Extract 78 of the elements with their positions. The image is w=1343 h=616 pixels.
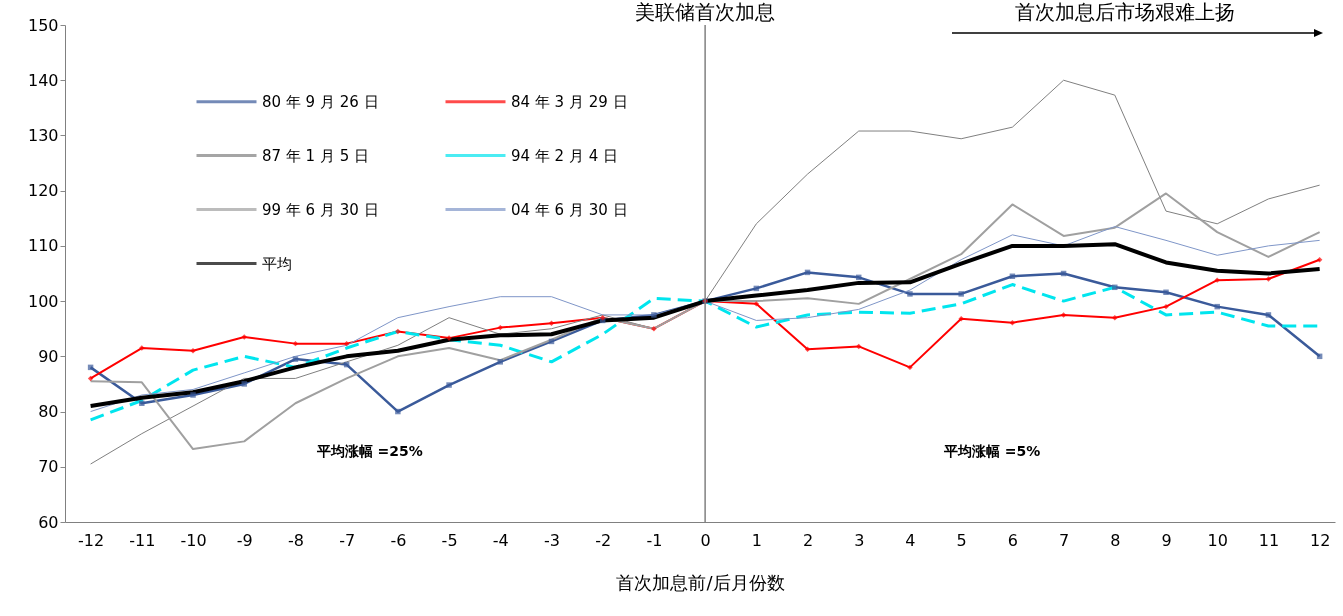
point <box>1163 303 1169 310</box>
point <box>1214 303 1220 310</box>
y-tick-label: 70 <box>38 457 59 477</box>
x-tick-label: -4 <box>492 530 509 550</box>
point <box>343 340 350 347</box>
x-tick-label: 7 <box>1058 530 1070 550</box>
point <box>1265 276 1272 282</box>
point <box>907 364 913 371</box>
point <box>753 301 760 307</box>
point <box>446 382 452 388</box>
point <box>958 316 964 322</box>
point <box>856 343 862 350</box>
legend-label: 平均 <box>262 254 292 273</box>
point <box>907 291 913 297</box>
y-tick-label: 80 <box>38 402 59 422</box>
x-tick-label: -9 <box>236 530 253 550</box>
x-tick-label: 1 <box>751 530 762 550</box>
y-tick-label: 110 <box>27 236 59 256</box>
legend-label: 99 年 6 月 30 日 <box>262 200 379 219</box>
point <box>241 381 247 387</box>
point <box>1163 289 1169 296</box>
x-tick-label: 9 <box>1161 530 1172 550</box>
x-tick-label: -7 <box>339 530 356 550</box>
legend-label: 87 年 1 月 5 日 <box>262 146 370 165</box>
point <box>395 408 401 415</box>
legend-label: 04 年 6 月 30 日 <box>511 200 628 219</box>
x-tick-label: -2 <box>595 530 612 550</box>
x-tick-label: -6 <box>390 530 407 550</box>
x-tick-label: 2 <box>802 530 814 550</box>
y-tick-label: 90 <box>38 346 59 366</box>
legend-label: 80 年 9 月 26 日 <box>262 92 379 111</box>
point <box>1060 312 1067 318</box>
point <box>395 328 401 335</box>
y-tick-label: 150 <box>27 15 59 35</box>
x-tick-label: -12 <box>78 530 105 550</box>
point <box>1265 312 1272 318</box>
x-tick-label: 4 <box>905 530 916 550</box>
point <box>958 291 964 297</box>
point <box>497 359 504 365</box>
x-tick-label: 11 <box>1258 530 1280 550</box>
x-tick-label: -3 <box>544 530 560 550</box>
ref-line-label: 美联储首次加息 <box>635 0 776 24</box>
y-tick-label: 120 <box>27 181 59 201</box>
point <box>804 346 811 352</box>
point <box>139 400 145 407</box>
x-tick-label: 5 <box>956 530 967 550</box>
point <box>292 356 299 362</box>
annotation: 平均涨幅 =25% <box>315 443 423 459</box>
x-tick-label: -11 <box>129 530 156 550</box>
legend-label: 94 年 2 月 4 日 <box>511 146 619 165</box>
x-tick-label: 3 <box>854 530 865 550</box>
point <box>1112 314 1118 321</box>
point <box>190 392 196 398</box>
x-tick-label: 0 <box>700 530 711 550</box>
point <box>651 312 657 318</box>
annotation: 平均涨幅 =5% <box>942 443 1041 459</box>
x-tick-label: -5 <box>441 530 458 550</box>
x-tick-label: 12 <box>1309 530 1331 550</box>
x-tick-label: 10 <box>1207 530 1228 550</box>
legend-label: 84 年 3 月 29 日 <box>511 92 628 111</box>
x-axis-title: 首次加息前/后月份数 <box>616 571 785 593</box>
x-tick-label: 8 <box>1110 530 1121 550</box>
y-tick-label: 100 <box>27 291 59 311</box>
point <box>497 324 504 331</box>
point <box>651 325 657 332</box>
x-tick-label: 6 <box>1007 530 1018 550</box>
point <box>548 320 555 326</box>
y-tick-label: 140 <box>27 70 59 90</box>
point <box>1214 277 1220 283</box>
x-tick-label: -10 <box>180 530 207 550</box>
x-tick-label: -1 <box>646 530 663 550</box>
point <box>1316 256 1323 263</box>
text: 首次加息后市场艰难上扬 <box>1015 0 1236 24</box>
point <box>1112 284 1118 291</box>
point <box>1009 319 1016 326</box>
y-tick-label: 60 <box>38 512 59 532</box>
y-tick-label: 130 <box>27 125 59 145</box>
x-tick-label: -8 <box>287 530 304 550</box>
